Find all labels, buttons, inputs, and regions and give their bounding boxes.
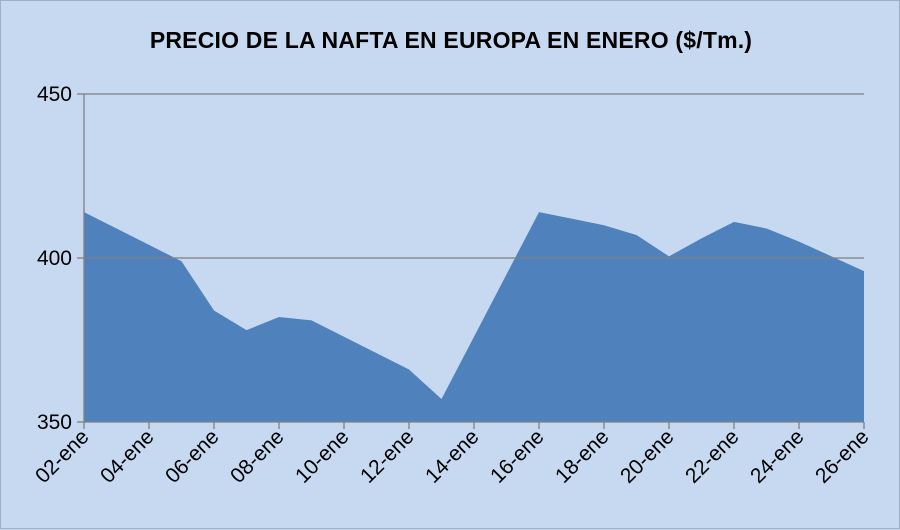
y-tick-label: 350 [37,411,72,434]
x-tick-label: 16-ene [486,425,549,488]
x-tick-label: 14-ene [421,425,484,488]
x-tick-label: 24-ene [746,425,809,488]
x-tick-label: 18-ene [551,425,614,488]
y-tick-label: 400 [37,247,72,270]
x-tick-label: 06-ene [161,425,224,488]
chart-title: PRECIO DE LA NAFTA EN EUROPA EN ENERO ($… [149,27,753,53]
x-tick-label: 22-ene [681,425,744,488]
x-tick-label: 12-ene [356,425,419,488]
x-tick-label: 20-ene [616,425,679,488]
area-series-0 [84,212,864,422]
y-tick-label: 450 [37,83,72,106]
x-tick-label: 02-ene [31,425,94,488]
x-tick-label: 04-ene [96,425,159,488]
x-tick-label: 10-ene [291,425,354,488]
x-tick-label: 08-ene [226,425,289,488]
x-tick-label: 26-ene [811,425,874,488]
